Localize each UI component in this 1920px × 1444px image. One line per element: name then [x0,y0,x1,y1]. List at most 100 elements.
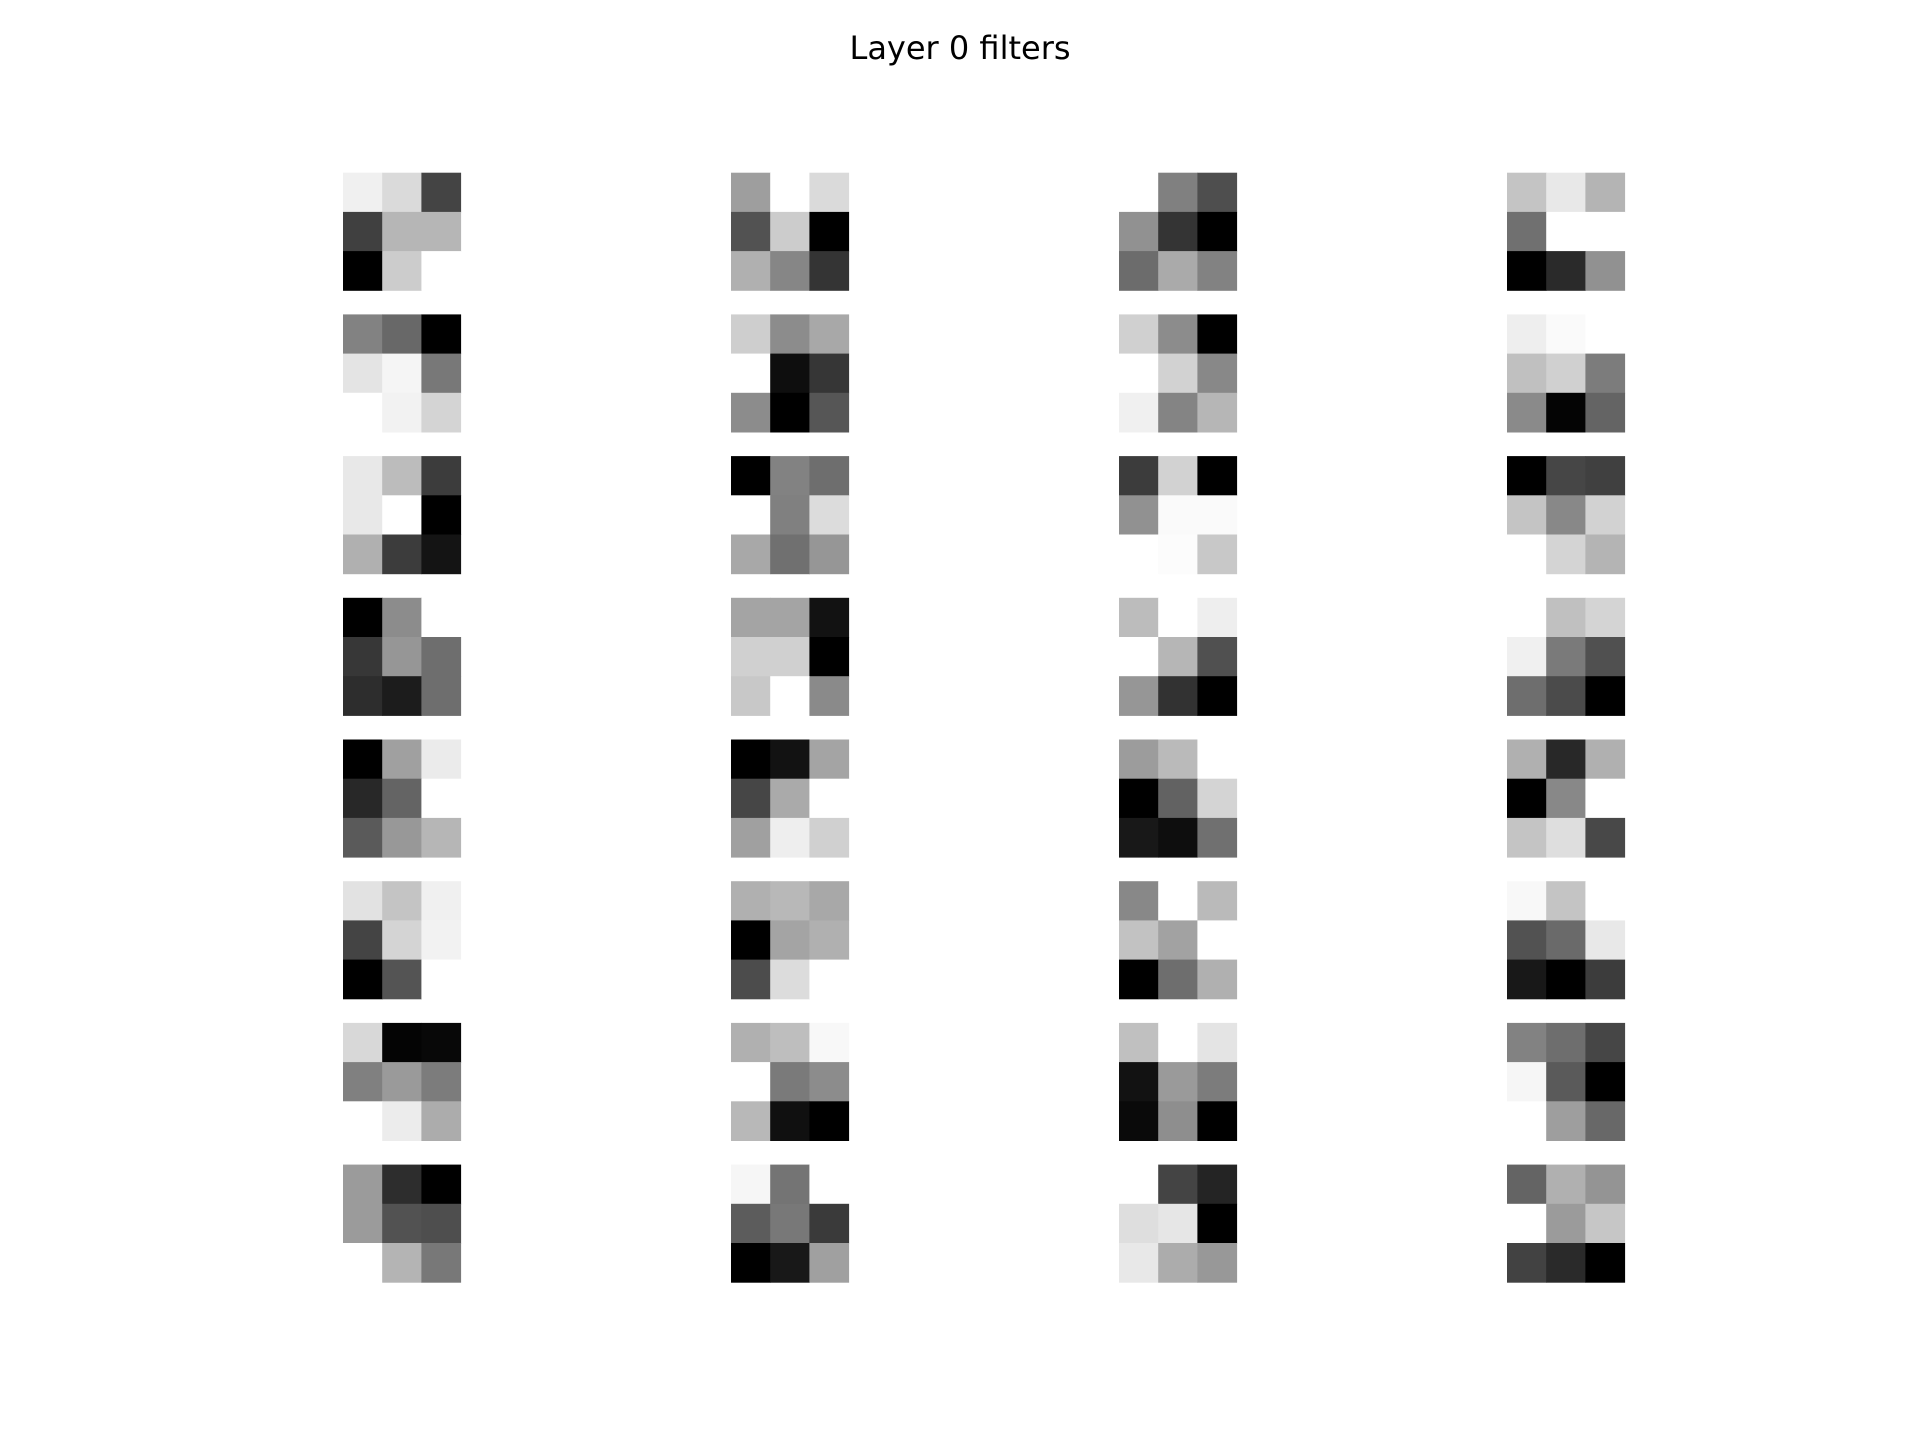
filter-pixel [1197,637,1238,677]
filter-pixel [1119,920,1159,961]
filter-pixel [809,456,850,496]
filter-image [731,456,850,575]
filter-pixel [731,314,771,355]
filter-pixel [731,778,771,819]
filter-image [731,739,850,858]
filter-pixel [1507,959,1547,1000]
filter-pixel [1197,251,1238,291]
filter-pixel [1546,1203,1586,1244]
filter-pixel [382,1164,422,1205]
filter-pixel [1119,959,1159,1000]
filter-pixel [1546,1022,1586,1063]
filter-pixel [1158,1101,1198,1141]
filter-pixel [1546,392,1586,433]
filter-pixel [731,1243,771,1283]
filter-pixel [382,1203,422,1244]
filter-pixel [731,1101,771,1141]
filter-pixel [1197,456,1238,496]
filter-pixel [1546,1243,1586,1283]
filter-image [1119,597,1238,716]
filter-pixel [1507,881,1547,921]
filter-pixel [343,534,383,575]
filter-pixel [382,1101,422,1141]
filter-pixel [1585,1101,1626,1141]
filter-pixel [1158,597,1198,638]
filter-pixel [1585,251,1626,291]
filter-pixel [1546,353,1586,394]
filter-pixel [1158,534,1198,575]
filter-pixel [1119,817,1159,858]
filter-pixel [1585,778,1626,819]
filter-pixel [770,920,810,961]
filter-pixel [1585,1062,1626,1102]
filter-pixel [770,778,810,819]
filter-pixel [809,597,850,638]
filter-pixel [1546,817,1586,858]
filter-pixel [809,314,850,355]
filter-pixel [421,881,462,921]
filter-pixel [382,211,422,252]
filter-pixel [1546,314,1586,355]
filter-image [1119,172,1238,291]
filter-pixel [343,1022,383,1063]
filter-pixel [1158,211,1198,252]
filter-image [343,314,462,433]
filter-pixel [809,778,850,819]
filter-pixel [382,739,422,780]
filter-pixel [421,778,462,819]
filter-pixel [770,1203,810,1244]
filter-pixel [1507,392,1547,433]
filter-pixel [770,597,810,638]
filter-pixel [1585,314,1626,355]
filter-pixel [1585,392,1626,433]
filter-pixel [382,1022,422,1063]
filter-pixel [343,676,383,716]
filter-pixel [1197,920,1238,961]
filter-pixel [1197,597,1238,638]
filter-pixel [809,495,850,535]
filter-pixel [1546,534,1586,575]
filter-pixel [809,392,850,433]
filter-pixel [382,1243,422,1283]
filter-image [731,881,850,1000]
filter-pixel [1585,534,1626,575]
filter-pixel [1119,881,1159,921]
filter-pixel [770,456,810,496]
filter-pixel [770,1062,810,1102]
filter-pixel [382,920,422,961]
filter-pixel [1158,920,1198,961]
filter-pixel [1546,920,1586,961]
filter-pixel [382,495,422,535]
filter-pixel [343,211,383,252]
filter-pixel [731,211,771,252]
filter-pixel [809,251,850,291]
filter-pixel [731,251,771,291]
filter-pixel [731,676,771,716]
filter-pixel [421,495,462,535]
filter-pixel [1585,211,1626,252]
filter-pixel [809,739,850,780]
filter-pixel [343,1164,383,1205]
filter-pixel [770,1243,810,1283]
filter-image [343,1022,462,1141]
filter-pixel [343,881,383,921]
filter-pixel [1546,739,1586,780]
filter-pixel [1197,1203,1238,1244]
filter-pixel [1507,314,1547,355]
filter-image [1507,314,1626,433]
filter-pixel [731,881,771,921]
filter-pixel [1158,172,1198,213]
filter-pixel [421,1243,462,1283]
filter-image [1119,314,1238,433]
filter-pixel [421,739,462,780]
filter-pixel [809,920,850,961]
filter-pixel [382,817,422,858]
filter-pixel [1585,637,1626,677]
filter-pixel [731,739,771,780]
filter-pixel [770,1164,810,1205]
filter-image [1507,1022,1626,1141]
filter-pixel [421,534,462,575]
figure-title: Layer 0 filters [849,29,1070,67]
filter-pixel [1158,676,1198,716]
filter-pixel [1197,817,1238,858]
